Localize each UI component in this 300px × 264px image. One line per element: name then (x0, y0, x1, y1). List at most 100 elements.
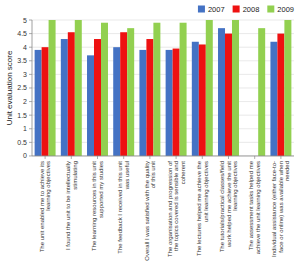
x-tick (254, 156, 255, 159)
category-label-line: needed (285, 161, 291, 181)
category-label: I found the unit to be intellectuallysti… (65, 161, 78, 250)
category-label-line: learning objectives (45, 161, 51, 211)
grid-line (32, 20, 294, 21)
legend-swatch (198, 6, 205, 13)
y-tick (29, 155, 32, 156)
y-tick (29, 74, 32, 75)
category-label: Overall I was satisfied with the quality… (144, 161, 157, 261)
bar (173, 49, 180, 156)
category-label: The feedback I received in this unitwas … (117, 161, 130, 254)
category-label-line: stimulating (72, 161, 78, 190)
category-label: The unit enabled me to achieve itslearni… (39, 161, 52, 252)
category-label: The tutorials/practical classes/fieldwor… (219, 161, 238, 253)
category-label: The organisation and progression ofthe t… (167, 161, 186, 257)
bar (284, 20, 291, 156)
category-label-line: Individual assistance (either face-to- (271, 161, 277, 257)
bar (206, 20, 213, 156)
category-label-line: the topics covered is sensible and (173, 161, 179, 251)
y-tick-label: 3.5 (17, 57, 27, 64)
category-label-line: was useful (124, 161, 130, 190)
bars (35, 20, 292, 156)
y-tick-label: 0 (23, 152, 27, 159)
y-tick-label: 0.5 (17, 139, 27, 146)
y-axis-label: Unit evaluation score (5, 50, 14, 125)
category-label-line: The assessment tasks helped me (248, 160, 254, 250)
y-tick-label: 1 (23, 125, 27, 132)
legend-swatch (267, 6, 274, 13)
bar (49, 20, 56, 156)
x-tick (176, 156, 177, 159)
y-tick-label: 4.5 (17, 30, 27, 37)
x-tick (97, 156, 98, 159)
y-tick (29, 33, 32, 34)
bar (153, 23, 160, 156)
category-label-line: Overall I was satisfied with the quality (144, 161, 150, 261)
bar (258, 28, 265, 156)
category-label-line: work helped me achieve the unit (226, 161, 232, 248)
bar (180, 23, 187, 156)
y-tick (29, 142, 32, 143)
x-tick (202, 156, 203, 159)
bar (94, 39, 101, 156)
legend: 2007 2008 2009 (198, 5, 294, 14)
bar (218, 28, 225, 156)
category-label-line: The feedback I received in this unit (117, 161, 123, 254)
x-tick (228, 156, 229, 159)
category-label-line: The learning resources in this unit (91, 161, 97, 251)
category-label-line: supported my studies (98, 161, 104, 218)
category-label-line: The unit enabled me to achieve its (39, 161, 45, 252)
bar (192, 42, 199, 156)
category-label-line: The organisation and progression of (167, 161, 173, 257)
bar (225, 34, 232, 156)
category-label-line: I found the unit to be intellectually (65, 161, 71, 250)
y-tick (29, 60, 32, 61)
y-tick-label: 2.5 (17, 84, 27, 91)
bar (146, 39, 153, 156)
x-tick (280, 156, 281, 159)
category-label: Individual assistance (either face-to-fa… (271, 161, 290, 257)
y-tick-label: 2 (23, 98, 27, 105)
bar (68, 32, 75, 156)
bar (35, 50, 42, 156)
bar (277, 34, 284, 156)
legend-swatch (233, 6, 240, 13)
x-tick (45, 156, 46, 159)
bar (42, 47, 49, 156)
x-tick (123, 156, 124, 159)
category-label-line: The lectures helped me achieve the (196, 160, 202, 256)
y-tick (29, 87, 32, 88)
y-tick (29, 47, 32, 48)
bar (75, 20, 82, 156)
category-label-line: coherent (180, 161, 186, 185)
bar (127, 28, 134, 156)
bar (199, 44, 206, 155)
chart: 00.511.522.533.544.55Unit evaluation sco… (0, 0, 300, 264)
bar (61, 39, 68, 156)
bar (166, 50, 173, 156)
x-tick (149, 156, 150, 159)
bar (270, 42, 277, 156)
y-tick-label: 3 (23, 71, 27, 78)
x-tick (71, 156, 72, 159)
bar (139, 50, 146, 156)
bar (113, 47, 120, 156)
category-label: The assessment tasks helped meachieve th… (248, 160, 261, 254)
bar (120, 32, 127, 156)
y-tick-label: 1.5 (17, 112, 27, 119)
bar (87, 55, 94, 156)
y-tick (29, 128, 32, 129)
category-label: The lectures helped me achieve theunit l… (196, 160, 209, 256)
category-label-line: face or online) was available when (278, 161, 284, 253)
y-axis-line (32, 20, 33, 156)
bar (232, 20, 239, 156)
category-label-line: of this unit (150, 161, 156, 189)
y-tick (29, 101, 32, 102)
category-label-line: achieve the unit learning objectives (255, 161, 261, 254)
legend-label: 2009 (277, 5, 294, 14)
legend-label: 2007 (208, 5, 225, 14)
bar (101, 23, 108, 156)
category-label-line: unit learning objectives (203, 161, 209, 222)
category-label-line: learning objectives (232, 161, 238, 211)
legend-label: 2008 (243, 5, 260, 14)
y-tick-label: 5 (23, 17, 27, 24)
